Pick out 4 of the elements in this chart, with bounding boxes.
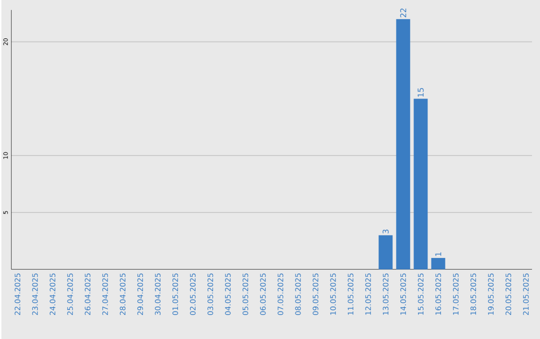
bar [414, 98, 428, 270]
bar [396, 19, 410, 270]
bar [378, 235, 393, 270]
bar [431, 258, 446, 270]
